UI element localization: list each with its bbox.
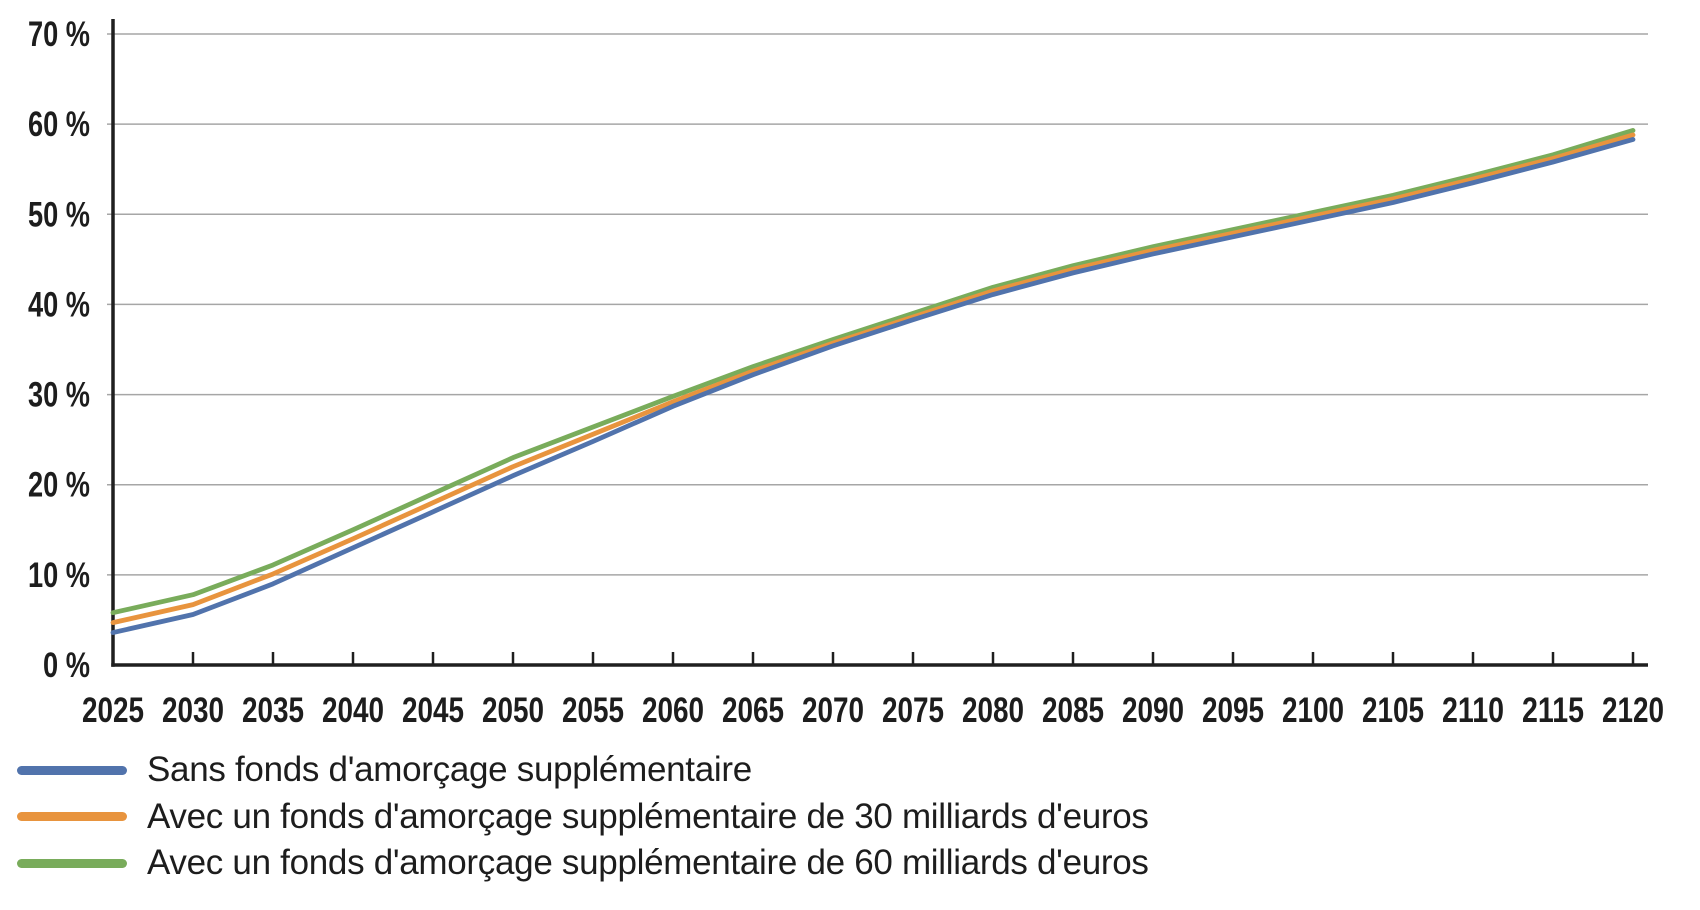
y-tick-label: 60 %: [28, 105, 90, 144]
series-line-2: [110, 128, 1636, 616]
legend-label: Avec un fonds d'amorçage supplémentaire …: [147, 796, 1149, 836]
x-tick-label: 2035: [242, 691, 304, 730]
x-tick-label: 2110: [1442, 691, 1504, 730]
legend-line-swatch-orange: [17, 812, 127, 822]
x-tick-label: 2025: [82, 691, 144, 730]
x-tick-label: 2085: [1042, 691, 1104, 730]
series-line-0: [110, 137, 1636, 635]
legend-item-fonds-60-milliards: Avec un fonds d'amorçage supplémentaire …: [17, 840, 1149, 887]
x-tick-label: 2070: [802, 691, 864, 730]
legend-label: Avec un fonds d'amorçage supplémentaire …: [147, 843, 1149, 883]
x-tick-label: 2055: [562, 691, 624, 730]
legend-line-swatch-green: [17, 858, 127, 868]
y-tick-label: 0 %: [43, 646, 90, 685]
x-tick-label: 2105: [1362, 691, 1424, 730]
legend-label: Sans fonds d'amorçage supplémentaire: [147, 750, 752, 790]
x-tick-label: 2065: [722, 691, 784, 730]
x-tick-label: 2030: [162, 691, 224, 730]
y-tick-label: 30 %: [28, 376, 90, 415]
y-tick-label: 40 %: [28, 285, 90, 324]
x-tick-label: 2045: [402, 691, 464, 730]
y-tick-label: 20 %: [28, 466, 90, 505]
x-tick-label: 2090: [1122, 691, 1184, 730]
legend-line-swatch-blue: [17, 765, 127, 775]
y-tick-label: 70 %: [28, 15, 90, 54]
x-tick-label: 2095: [1202, 691, 1264, 730]
x-tick-label: 2050: [482, 691, 544, 730]
y-tick-label: 10 %: [28, 556, 90, 595]
y-tick-label: 50 %: [28, 195, 90, 234]
legend-item-sans-fonds: Sans fonds d'amorçage supplémentaire: [17, 747, 1149, 794]
line-chart: 2025 2030 2035 2040 2045 2050 2055 2060 2065 2070…: [28, 15, 1664, 730]
x-tick-label: 2080: [962, 691, 1024, 730]
x-tick-label: 2120: [1602, 691, 1664, 730]
legend-item-fonds-30-milliards: Avec un fonds d'amorçage supplémentaire …: [17, 794, 1149, 841]
x-tick-label: 2060: [642, 691, 704, 730]
x-tick-label: 2075: [882, 691, 944, 730]
x-tick-label: 2040: [322, 691, 384, 730]
series-line-1: [110, 132, 1636, 626]
chart-legend: Sans fonds d'amorçage supplémentaire Ave…: [17, 747, 1149, 887]
x-tick-label: 2100: [1282, 691, 1344, 730]
x-tick-label: 2115: [1522, 691, 1584, 730]
